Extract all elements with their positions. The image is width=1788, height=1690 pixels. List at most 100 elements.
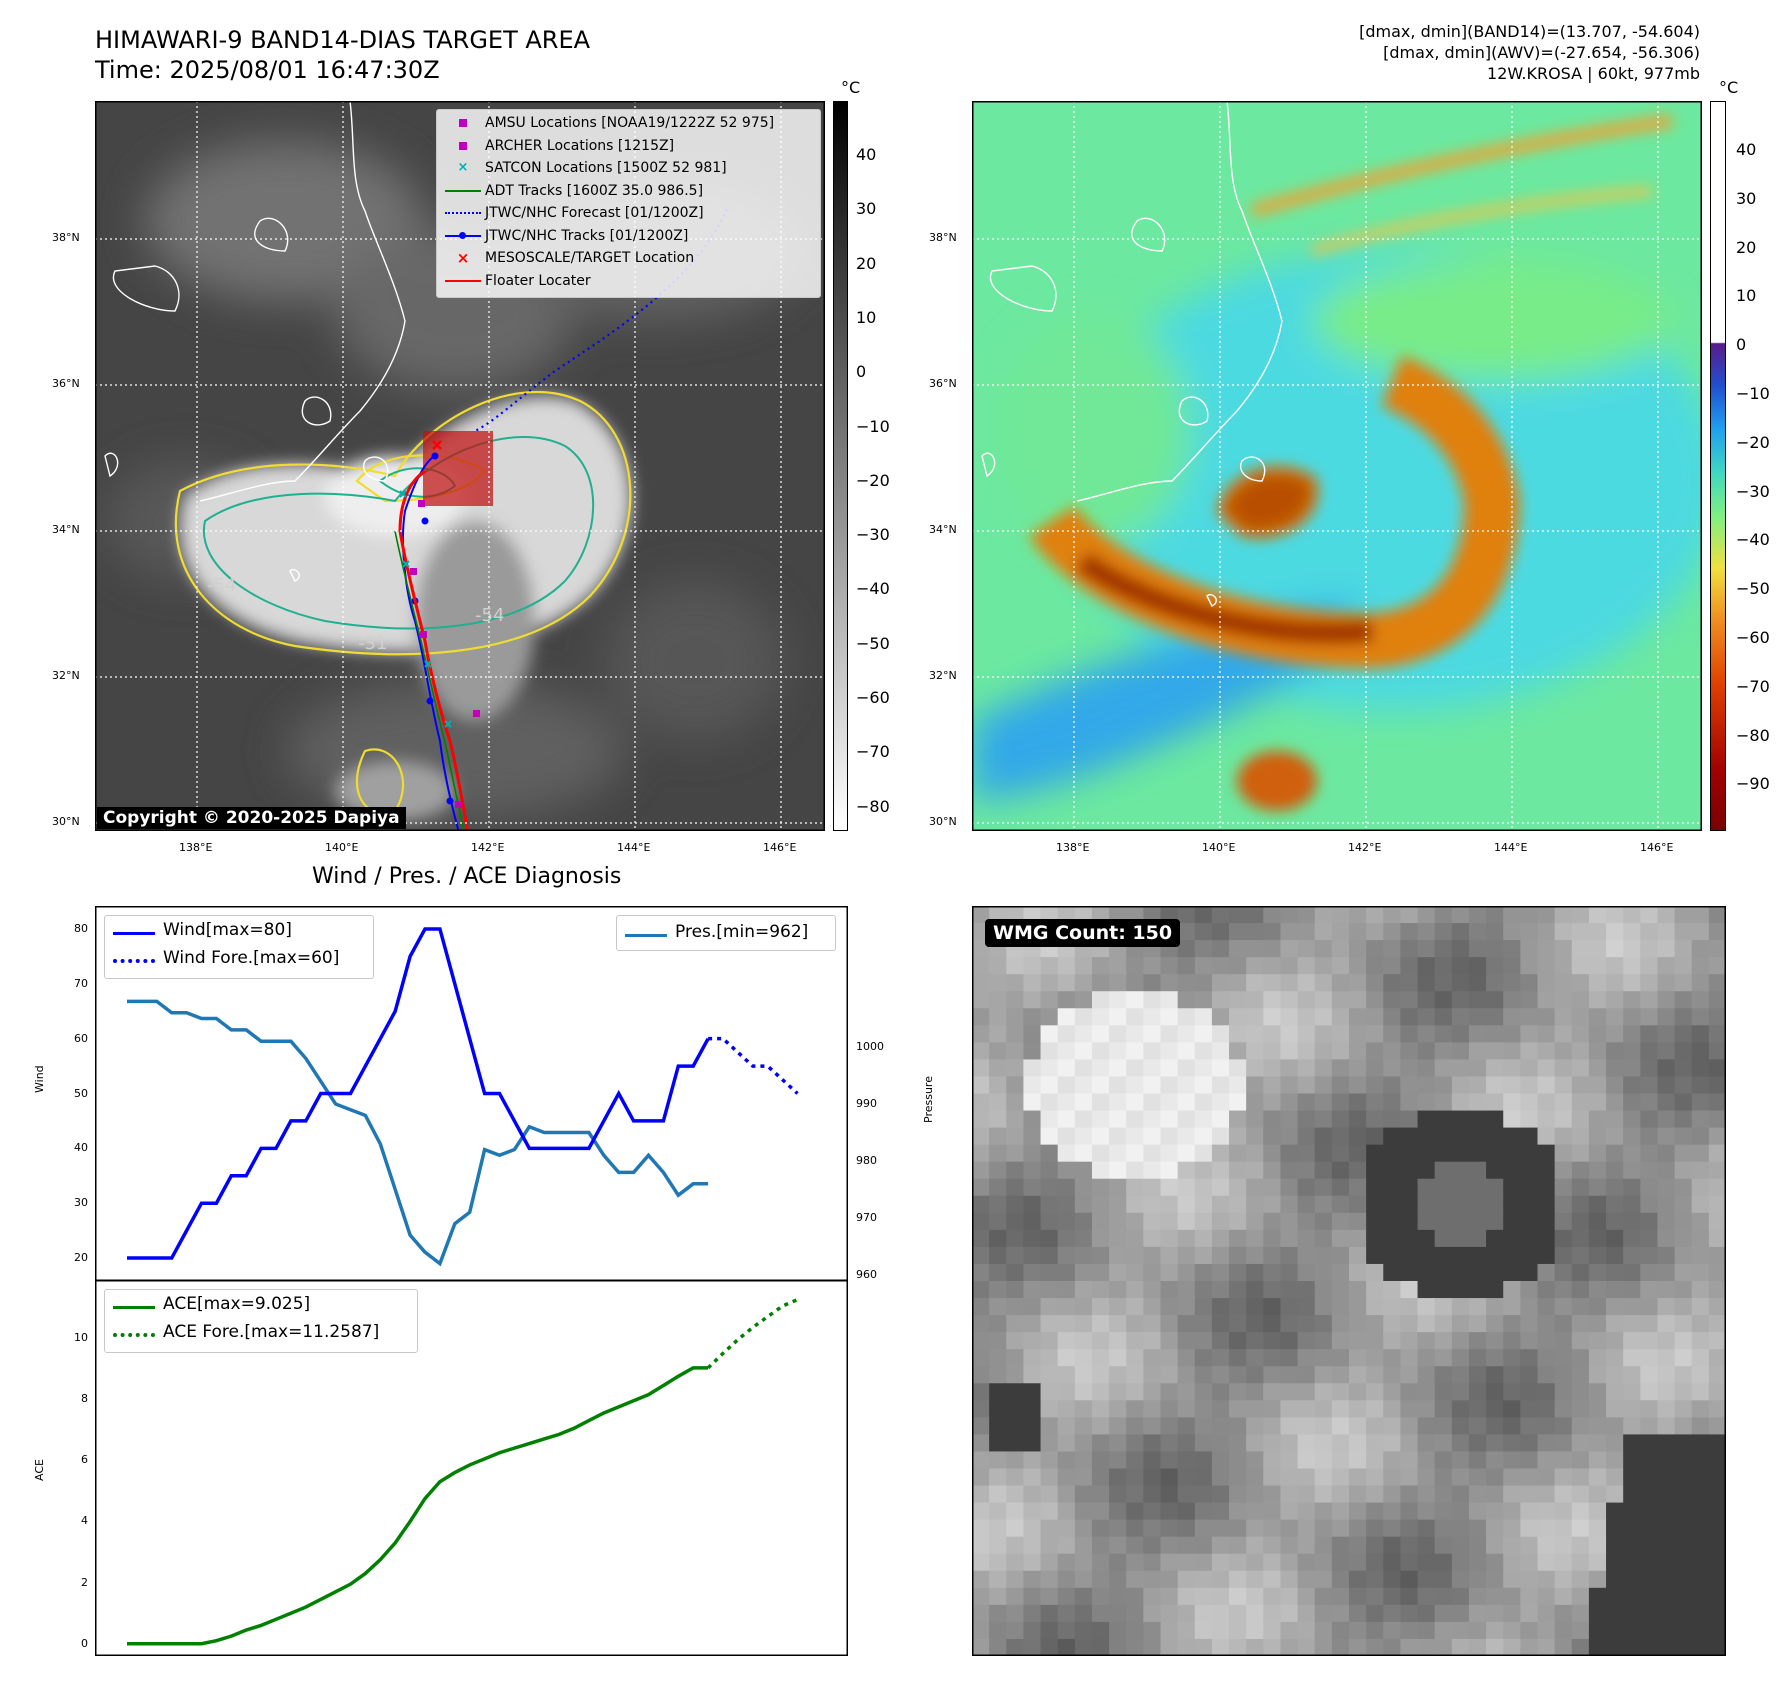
ir-colorbar-tick: −40 — [856, 579, 890, 599]
ir-colorbar — [833, 101, 848, 831]
wind-axis-label: 40 — [74, 1141, 88, 1155]
ir-colorbar-tick: 40 — [856, 145, 877, 164]
lon-label: 138°E — [179, 841, 213, 854]
ir-colorbar-tick: 20 — [856, 253, 877, 273]
wind-axis-label: 70 — [74, 976, 88, 990]
lon-label: 144°E — [1494, 841, 1528, 854]
wv-colorbar-tick: −20 — [1736, 432, 1770, 452]
figure-title-line2: Time: 2025/08/01 16:47:30Z — [95, 56, 440, 84]
legend-item-amsu: AMSU Locations [NOAA19/1222Z 52 975] — [441, 112, 816, 135]
lon-label: 138°E — [1056, 841, 1090, 854]
legend-item-ace: ACE[max=9.025] — [105, 1290, 417, 1318]
wv-colorbar-tick: −10 — [1736, 384, 1770, 403]
lat-label: 32°N — [929, 669, 957, 682]
lat-label: 34°N — [52, 523, 80, 536]
lon-label: 146°E — [1640, 841, 1674, 854]
contour-label: -31 — [358, 633, 387, 654]
wv-satellite-map — [972, 101, 1702, 831]
legend-item-satcon: × SATCON Locations [1500Z 52 981] — [457, 160, 727, 176]
ace-axis-label: 0 — [81, 1636, 88, 1650]
pressure-ylabel: Pressure — [922, 1076, 935, 1123]
lat-label: 38°N — [52, 231, 80, 244]
diagnosis-title: Wind / Pres. / ACE Diagnosis — [312, 864, 622, 889]
legend-item-jtwc-tracks: JTWC/NHC Tracks [01/1200Z] — [441, 225, 816, 248]
lon-label: 144°E — [617, 841, 651, 854]
lon-label: 146°E — [763, 841, 797, 854]
legend-item-ace-forecast: ACE Fore.[max=11.2587] — [105, 1318, 417, 1346]
wv-colorbar-unit: °C — [1719, 78, 1739, 97]
wv-colorbar-tick: 30 — [1736, 188, 1757, 208]
wmg-pixel-image — [972, 906, 1726, 1656]
pressure-legend: Pres.[min=962] — [616, 915, 836, 951]
ace-legend: ACE[max=9.025] ACE Fore.[max=11.2587] — [104, 1289, 418, 1353]
figure-title-line1: HIMAWARI-9 BAND14-DIAS TARGET AREA — [95, 26, 591, 54]
lon-label: 142°E — [1348, 841, 1382, 854]
ace-axis-label: 10 — [74, 1331, 88, 1345]
ace-axis-label: 6 — [81, 1453, 88, 1467]
ace-axis-label: 4 — [81, 1514, 88, 1528]
lon-label: 142°E — [471, 841, 505, 854]
ir-colorbar-unit: °C — [841, 78, 861, 97]
wind-axis-label: 30 — [74, 1196, 88, 1210]
contour-label: -54 — [207, 575, 236, 596]
map-legend: AMSU Locations [NOAA19/1222Z 52 975] ARC… — [436, 109, 821, 298]
legend-item-adt: ADT Tracks [1600Z 35.0 986.5] — [441, 180, 816, 203]
wind-legend: Wind[max=80] Wind Fore.[max=60] — [104, 915, 374, 979]
pressure-axis-label: 970 — [856, 1211, 877, 1224]
wind-axis-label: 80 — [74, 921, 88, 935]
wv-colorbar-tick: −80 — [1736, 725, 1770, 745]
legend-item-jtwc-forecast: JTWC/NHC Forecast [01/1200Z] — [441, 202, 816, 225]
wv-colorbar-tick: 40 — [1736, 140, 1757, 159]
ace-axis-label: 2 — [81, 1575, 88, 1589]
legend-item-wind-forecast: Wind Fore.[max=60] — [105, 944, 373, 972]
wv-colorbar-tick: −40 — [1736, 530, 1770, 550]
wmg-count-label: WMG Count: 150 — [985, 919, 1181, 947]
info-line2: [dmax, dmin](AWV)=(-27.654, -56.306) — [1383, 43, 1700, 62]
wv-colorbar — [1710, 101, 1726, 831]
wind-series-line — [127, 927, 710, 1260]
ir-colorbar-tick: −80 — [856, 796, 890, 816]
ace-plot-frame — [95, 1280, 848, 1656]
info-line3: 12W.KROSA | 60kt, 977mb — [1487, 64, 1700, 83]
wind-axis-label: 60 — [74, 1031, 88, 1045]
ir-colorbar-tick: −60 — [856, 688, 890, 707]
ir-colorbar-tick: 10 — [856, 307, 877, 327]
wind-ylabel: Wind — [33, 1065, 46, 1093]
legend-item-floater: Floater Locater — [441, 270, 816, 293]
ace-axis-label: 8 — [81, 1392, 88, 1406]
ir-colorbar-tick: −70 — [856, 742, 890, 762]
ir-colorbar-tick: −30 — [856, 525, 890, 545]
wv-colorbar-tick: −50 — [1736, 579, 1770, 599]
ir-colorbar-tick: 0 — [856, 362, 867, 382]
pressure-axis-label: 960 — [856, 1268, 877, 1281]
pressure-axis-label: 990 — [856, 1097, 877, 1110]
lon-label: 140°E — [1202, 841, 1236, 854]
lat-label: 34°N — [929, 523, 957, 536]
wv-colorbar-tick: 10 — [1736, 286, 1757, 306]
wv-colorbar-tick: −60 — [1736, 628, 1770, 647]
lat-label: 36°N — [929, 377, 957, 390]
wv-colorbar-tick: −30 — [1736, 481, 1770, 501]
lat-label: 32°N — [52, 669, 80, 682]
ir-colorbar-tick: 30 — [856, 199, 877, 219]
copyright-label: Copyright © 2020-2025 Dapiya — [97, 807, 406, 829]
wind-forecast-line — [708, 1036, 799, 1095]
ace-series-line — [127, 1366, 709, 1646]
wind-axis-label: 50 — [74, 1086, 88, 1100]
ace-ylabel: ACE — [33, 1459, 46, 1481]
pressure-series-line — [127, 999, 709, 1267]
ace-forecast-line — [706, 1297, 799, 1370]
lat-label: 30°N — [929, 815, 957, 828]
wv-colorbar-tick: 20 — [1736, 237, 1757, 257]
ir-colorbar-tick: −10 — [856, 416, 890, 436]
legend-item-pressure: Pres.[min=962] — [617, 916, 835, 948]
lon-label: 140°E — [325, 841, 359, 854]
lat-label: 36°N — [52, 377, 80, 390]
wind-axis-label: 20 — [74, 1251, 88, 1265]
legend-item-archer: ARCHER Locations [1215Z] — [441, 135, 816, 158]
wv-colorbar-tick: −70 — [1736, 676, 1770, 696]
lat-label: 38°N — [929, 231, 957, 244]
wmg-frame — [972, 906, 1726, 1656]
contour-label: -54 — [475, 605, 504, 626]
wv-colorbar-tick: −90 — [1736, 774, 1770, 794]
